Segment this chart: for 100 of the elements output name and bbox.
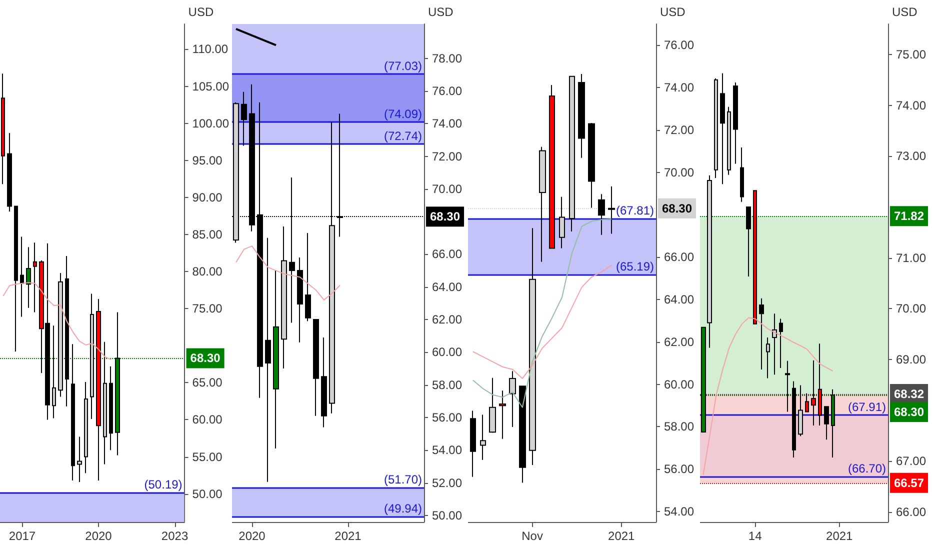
x-tick-label: 14 — [748, 529, 762, 543]
candlestick — [588, 122, 595, 208]
candlestick — [65, 255, 69, 407]
x-tick-label: 2021 — [608, 529, 636, 543]
y-tick-label: 74.00 — [664, 80, 694, 95]
candlestick — [707, 174, 712, 348]
candlestick — [811, 360, 816, 426]
candlestick — [33, 242, 37, 313]
candlestick — [598, 194, 605, 236]
candlestick — [489, 377, 496, 434]
candlestick — [281, 226, 287, 370]
y-tick-label: 66.00 — [664, 250, 694, 264]
ref-line-label: (67.91) — [848, 400, 886, 414]
candlestick — [20, 236, 24, 318]
candlestick — [71, 344, 75, 481]
candlestick — [26, 246, 31, 308]
x-tick-label: 2020 — [85, 529, 112, 543]
candlestick — [720, 72, 725, 185]
y-tick-label: 58.00 — [664, 420, 694, 434]
y-tick-label: 50.00 — [432, 508, 462, 522]
ref-line-label: 68.30 — [662, 201, 692, 216]
x-tick-label: 2020 — [238, 529, 266, 543]
candlestick — [52, 325, 56, 419]
x-tick-label: 2023 — [161, 529, 188, 543]
candlestick — [241, 91, 247, 146]
candlestick — [321, 336, 327, 428]
ref-line-label: (51.70) — [384, 472, 422, 487]
y-tick-label: 60.00 — [432, 345, 462, 360]
y-tick-label: 60.00 — [664, 377, 694, 392]
y-tick-label: 100.00 — [192, 116, 230, 130]
candlestick — [766, 337, 770, 379]
ref-line-label: 68.30 — [894, 404, 924, 419]
candlestick — [470, 410, 476, 478]
candlestick — [103, 341, 107, 465]
candlestick — [772, 313, 777, 376]
x-tick-label: 2017 — [8, 529, 36, 543]
ref-line-label: (66.70) — [848, 461, 886, 476]
x-tick-label: 2021 — [826, 529, 854, 543]
y-tick-label: 70.00 — [432, 182, 462, 196]
ref-line-label: (72.74) — [384, 129, 422, 144]
candlestick — [297, 256, 303, 343]
candlestick — [549, 84, 555, 250]
candlestick — [313, 319, 319, 416]
y-tick-label: 72.00 — [664, 122, 694, 137]
candlestick — [7, 132, 12, 212]
y-tick-label: 75.00 — [192, 302, 223, 316]
line-series — [472, 264, 612, 380]
line-series — [472, 218, 612, 408]
line-series — [236, 246, 340, 300]
candlestick — [785, 360, 790, 412]
candlestick — [818, 343, 822, 426]
candlestick — [1, 73, 5, 185]
candlestick — [109, 366, 113, 451]
candlestick — [273, 270, 279, 450]
candlestick — [740, 146, 744, 202]
y-tick-label: 52.00 — [432, 476, 462, 490]
ref-line-label: (49.94) — [384, 501, 422, 516]
candlestick — [733, 82, 738, 164]
y-axis-title: USD — [428, 5, 454, 19]
y-tick-label: 74.00 — [432, 116, 462, 131]
candlestick — [779, 318, 783, 369]
y-tick-label: 78.00 — [432, 51, 462, 66]
y-tick-label: 58.00 — [432, 378, 462, 392]
y-axis-title: USD — [188, 5, 214, 19]
y-tick-label: 66.00 — [896, 504, 926, 519]
candlestick — [305, 232, 311, 322]
ref-line-label: (77.03) — [384, 59, 422, 74]
candlestick — [792, 380, 796, 458]
y-tick-label: 74.00 — [896, 98, 926, 112]
candlestick — [77, 436, 82, 482]
y-tick-label: 105.00 — [192, 79, 230, 94]
candlestick — [759, 298, 764, 370]
candlestick — [714, 78, 718, 178]
candlestick — [805, 392, 809, 412]
ref-line-label: 68.32 — [894, 386, 924, 401]
ref-line-label: (50.19) — [144, 477, 182, 492]
y-tick-label: 55.00 — [192, 450, 223, 464]
y-tick-label: 62.00 — [432, 312, 462, 327]
y-tick-label: 70.00 — [664, 165, 694, 180]
y-tick-label: 62.00 — [664, 334, 694, 349]
candlestick — [96, 298, 101, 481]
candlestick — [753, 190, 757, 324]
y-tick-label: 54.00 — [432, 443, 462, 458]
ref-line-label: (74.09) — [384, 107, 422, 122]
x-tick-label: 2021 — [334, 529, 362, 543]
x-tick-label: Nov — [522, 529, 543, 543]
candlestick — [509, 370, 516, 428]
y-tick-label: 75.00 — [896, 47, 926, 62]
y-tick-label: 56.00 — [432, 410, 462, 424]
ref-line-label: 68.30 — [190, 351, 221, 366]
y-tick-label: 72.00 — [432, 149, 462, 164]
candlestick — [824, 406, 829, 440]
ref-line-label: (67.81) — [616, 204, 654, 218]
candlestick — [58, 272, 63, 398]
y-tick-label: 85.00 — [192, 227, 223, 242]
ref-line-label: (65.19) — [616, 259, 654, 274]
line-series — [235, 28, 277, 46]
candlestick — [727, 106, 731, 176]
y-tick-label: 73.00 — [896, 149, 926, 164]
y-tick-label: 60.00 — [192, 412, 223, 427]
